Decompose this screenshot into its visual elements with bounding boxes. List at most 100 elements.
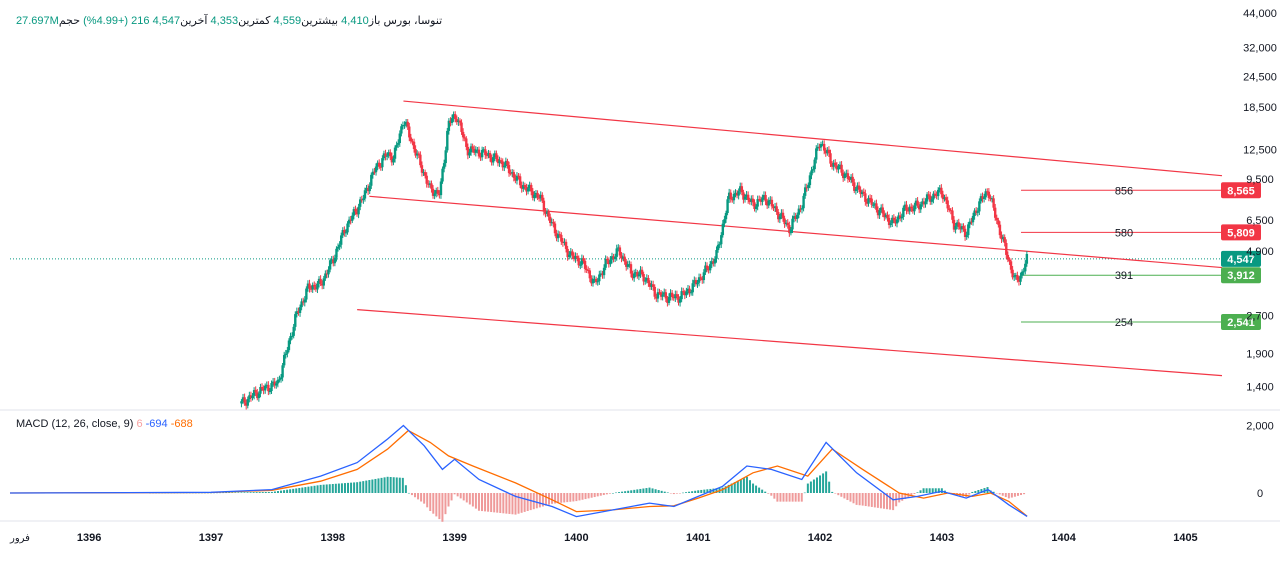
candle[interactable] <box>297 307 300 316</box>
candle[interactable] <box>292 323 295 339</box>
candle[interactable] <box>575 252 579 262</box>
candle[interactable] <box>970 217 973 225</box>
candle[interactable] <box>930 196 934 205</box>
candle[interactable] <box>244 399 248 410</box>
candle[interactable] <box>455 115 458 125</box>
candle[interactable] <box>830 161 834 170</box>
macd-legend[interactable]: MACD (12, 26, close, 9) 6 -694 -688 <box>16 418 193 430</box>
candle[interactable] <box>392 155 395 166</box>
candle[interactable] <box>1012 272 1016 281</box>
candle[interactable] <box>887 214 891 229</box>
candle[interactable] <box>341 227 344 239</box>
candle[interactable] <box>613 253 617 263</box>
candle[interactable] <box>716 241 720 253</box>
candle[interactable] <box>933 190 937 198</box>
candle[interactable] <box>552 218 555 228</box>
candle[interactable] <box>832 159 835 171</box>
candle[interactable] <box>965 231 968 240</box>
candle[interactable] <box>837 164 840 174</box>
candle[interactable] <box>845 169 848 178</box>
candle[interactable] <box>359 196 362 211</box>
candle[interactable] <box>306 280 310 292</box>
candle[interactable] <box>781 209 785 222</box>
candle[interactable] <box>841 169 845 182</box>
candle[interactable] <box>246 396 249 409</box>
candle[interactable] <box>807 182 810 191</box>
candle[interactable] <box>473 145 476 156</box>
candle[interactable] <box>705 262 709 273</box>
candle[interactable] <box>689 289 693 296</box>
candle[interactable] <box>989 194 992 202</box>
candle[interactable] <box>1016 271 1019 283</box>
candle[interactable] <box>325 269 329 279</box>
candle[interactable] <box>693 276 696 287</box>
candle[interactable] <box>754 204 758 213</box>
candle[interactable] <box>723 215 726 228</box>
candle[interactable] <box>268 388 272 395</box>
candle[interactable] <box>903 201 907 212</box>
candle[interactable] <box>786 219 789 229</box>
candle[interactable] <box>531 188 535 201</box>
candle[interactable] <box>528 181 531 192</box>
candle[interactable] <box>553 221 557 237</box>
candle[interactable] <box>279 374 283 383</box>
candle[interactable] <box>520 181 523 193</box>
candle[interactable] <box>761 194 764 206</box>
candle[interactable] <box>710 257 713 269</box>
candle[interactable] <box>384 149 387 161</box>
candle[interactable] <box>694 277 698 287</box>
candle[interactable] <box>530 182 533 196</box>
candle[interactable] <box>772 204 775 212</box>
candle[interactable] <box>872 202 875 208</box>
candle[interactable] <box>1000 231 1003 243</box>
candle[interactable] <box>336 243 340 252</box>
candle[interactable] <box>618 245 622 259</box>
candle[interactable] <box>303 296 306 307</box>
candle[interactable] <box>354 205 357 215</box>
candle[interactable] <box>387 149 390 159</box>
candle[interactable] <box>1006 251 1010 263</box>
candle[interactable] <box>990 196 994 203</box>
candle[interactable] <box>902 205 905 220</box>
candle[interactable] <box>357 203 360 219</box>
candle[interactable] <box>298 304 302 317</box>
candle[interactable] <box>978 198 981 216</box>
candle[interactable] <box>986 188 989 196</box>
candle[interactable] <box>634 268 637 277</box>
candle[interactable] <box>365 184 368 194</box>
candle[interactable] <box>889 220 892 228</box>
candle[interactable] <box>278 375 281 383</box>
candle[interactable] <box>742 189 745 204</box>
candle[interactable] <box>925 192 929 205</box>
candle[interactable] <box>846 169 850 183</box>
candle[interactable] <box>338 241 341 251</box>
candle[interactable] <box>404 118 408 128</box>
candle[interactable] <box>281 362 284 382</box>
candle[interactable] <box>929 191 932 205</box>
candle[interactable] <box>571 249 574 260</box>
candle[interactable] <box>854 186 858 195</box>
candle[interactable] <box>344 228 348 237</box>
candle[interactable] <box>623 253 626 265</box>
candle[interactable] <box>997 217 1000 228</box>
candle[interactable] <box>417 151 420 159</box>
candle[interactable] <box>556 230 560 243</box>
candle[interactable] <box>319 275 322 287</box>
level-lines[interactable]: 856 8,565 580 5,809 391 3,912 254 2,541 4,547 <box>1021 182 1261 331</box>
candle[interactable] <box>411 138 414 146</box>
candle[interactable] <box>270 380 273 395</box>
candle[interactable] <box>815 145 818 164</box>
candle[interactable] <box>366 184 370 195</box>
candle[interactable] <box>971 212 975 226</box>
channel-line-3[interactable] <box>357 308 1223 377</box>
candle[interactable] <box>826 147 829 156</box>
candle[interactable] <box>474 146 477 157</box>
candle[interactable] <box>460 119 463 135</box>
candle[interactable] <box>940 184 943 198</box>
candle[interactable] <box>263 383 267 394</box>
candle[interactable] <box>655 293 658 302</box>
candle[interactable] <box>883 210 886 221</box>
candle[interactable] <box>582 255 585 264</box>
candle[interactable] <box>967 222 970 239</box>
candle[interactable] <box>414 145 417 158</box>
